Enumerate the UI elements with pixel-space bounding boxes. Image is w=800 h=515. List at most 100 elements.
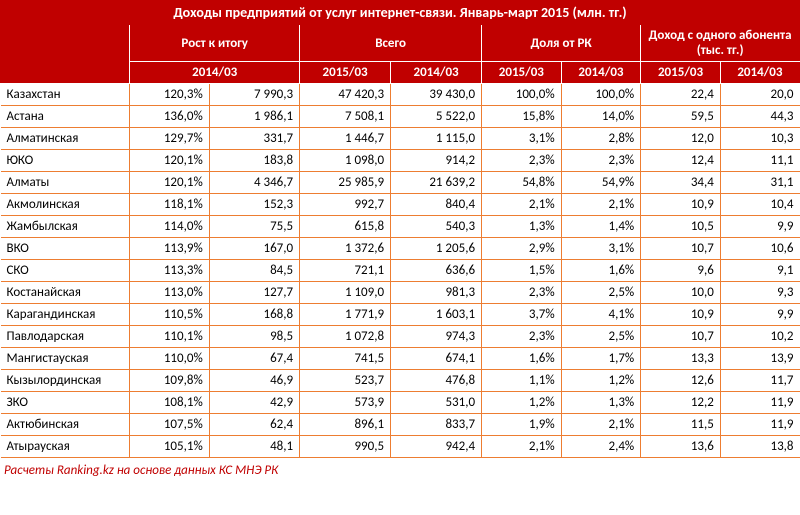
footnote: Расчеты Ranking.kz на основе данных КС М… — [0, 458, 800, 483]
cell-share-2014: 1,6% — [561, 260, 641, 282]
cell-share-2015: 3,7% — [482, 304, 562, 326]
cell-total-2015: 25 985,9 — [300, 172, 391, 194]
cell-growth-pct: 136,0% — [130, 106, 209, 128]
table-row: СКО113,3%84,5721,1636,61,5%1,6%9,69,1 — [1, 260, 800, 282]
cell-region: Алматинская — [1, 128, 130, 150]
cell-growth-pct: 110,0% — [130, 348, 209, 370]
cell-arpu-2014: 10,4 — [720, 194, 799, 216]
cell-share-2014: 2,1% — [561, 194, 641, 216]
header-total: Всего — [300, 25, 482, 62]
cell-arpu-2015: 22,4 — [641, 84, 721, 106]
cell-arpu-2015: 12,4 — [641, 150, 721, 172]
cell-arpu-2014: 11,7 — [720, 370, 799, 392]
cell-growth-pct: 113,3% — [130, 260, 209, 282]
cell-growth-pct: 113,0% — [130, 282, 209, 304]
cell-share-2015: 1,1% — [482, 370, 562, 392]
table-title: Доходы предприятий от услуг интернет-свя… — [1, 1, 800, 25]
cell-growth-val: 331,7 — [209, 128, 299, 150]
cell-total-2014: 942,4 — [391, 436, 482, 458]
header-share-2014: 2014/03 — [561, 62, 641, 84]
cell-arpu-2015: 10,9 — [641, 194, 721, 216]
cell-total-2014: 21 639,2 — [391, 172, 482, 194]
cell-region: Акмолинская — [1, 194, 130, 216]
header-total-2015: 2015/03 — [300, 62, 391, 84]
cell-arpu-2015: 12,2 — [641, 392, 721, 414]
table-row: Астана136,0%1 986,17 508,15 522,015,8%14… — [1, 106, 800, 128]
cell-total-2014: 5 522,0 — [391, 106, 482, 128]
cell-total-2014: 531,0 — [391, 392, 482, 414]
cell-region: Мангистауская — [1, 348, 130, 370]
cell-growth-val: 168,8 — [209, 304, 299, 326]
cell-growth-pct: 120,1% — [130, 172, 209, 194]
cell-share-2015: 1,6% — [482, 348, 562, 370]
cell-share-2014: 2,3% — [561, 150, 641, 172]
cell-share-2014: 2,8% — [561, 128, 641, 150]
cell-growth-val: 98,5 — [209, 326, 299, 348]
cell-total-2015: 573,9 — [300, 392, 391, 414]
cell-arpu-2014: 44,3 — [720, 106, 799, 128]
header-region-blank — [1, 25, 130, 84]
cell-growth-val: 4 346,7 — [209, 172, 299, 194]
cell-total-2015: 523,7 — [300, 370, 391, 392]
cell-arpu-2015: 13,6 — [641, 436, 721, 458]
cell-total-2015: 7 508,1 — [300, 106, 391, 128]
title-row: Доходы предприятий от услуг интернет-свя… — [1, 1, 800, 25]
cell-share-2014: 14,0% — [561, 106, 641, 128]
cell-arpu-2015: 10,7 — [641, 326, 721, 348]
cell-share-2014: 100,0% — [561, 84, 641, 106]
cell-share-2015: 2,3% — [482, 150, 562, 172]
cell-share-2014: 2,1% — [561, 414, 641, 436]
cell-growth-val: 62,4 — [209, 414, 299, 436]
header-growth-2014: 2014/03 — [130, 62, 300, 84]
cell-growth-pct: 118,1% — [130, 194, 209, 216]
cell-total-2014: 1 603,1 — [391, 304, 482, 326]
cell-arpu-2015: 34,4 — [641, 172, 721, 194]
cell-arpu-2015: 10,9 — [641, 304, 721, 326]
cell-total-2014: 833,7 — [391, 414, 482, 436]
cell-share-2015: 2,1% — [482, 194, 562, 216]
table-row: Алматинская129,7%331,71 446,71 115,03,1%… — [1, 128, 800, 150]
cell-growth-pct: 129,7% — [130, 128, 209, 150]
table-row: Карагандинская110,5%168,81 771,91 603,13… — [1, 304, 800, 326]
cell-growth-val: 127,7 — [209, 282, 299, 304]
cell-arpu-2014: 11,9 — [720, 392, 799, 414]
cell-total-2015: 992,7 — [300, 194, 391, 216]
cell-share-2015: 15,8% — [482, 106, 562, 128]
cell-region: Кызылординская — [1, 370, 130, 392]
cell-share-2015: 100,0% — [482, 84, 562, 106]
cell-share-2014: 4,1% — [561, 304, 641, 326]
cell-arpu-2014: 10,3 — [720, 128, 799, 150]
cell-arpu-2014: 20,0 — [720, 84, 799, 106]
cell-arpu-2015: 13,3 — [641, 348, 721, 370]
header-group-row: Рост к итогу Всего Доля от РК Доход с од… — [1, 25, 800, 62]
cell-total-2015: 1 109,0 — [300, 282, 391, 304]
cell-arpu-2014: 13,8 — [720, 436, 799, 458]
header-arpu-2015: 2015/03 — [641, 62, 721, 84]
cell-arpu-2014: 9,1 — [720, 260, 799, 282]
cell-growth-val: 48,1 — [209, 436, 299, 458]
cell-total-2015: 741,5 — [300, 348, 391, 370]
cell-total-2015: 1 771,9 — [300, 304, 391, 326]
cell-region: Атырауская — [1, 436, 130, 458]
cell-region: Павлодарская — [1, 326, 130, 348]
cell-arpu-2014: 9,9 — [720, 216, 799, 238]
cell-arpu-2015: 9,6 — [641, 260, 721, 282]
cell-total-2015: 615,8 — [300, 216, 391, 238]
cell-arpu-2014: 31,1 — [720, 172, 799, 194]
cell-growth-pct: 120,1% — [130, 150, 209, 172]
cell-total-2015: 1 098,0 — [300, 150, 391, 172]
cell-total-2015: 990,5 — [300, 436, 391, 458]
cell-total-2014: 914,2 — [391, 150, 482, 172]
cell-arpu-2014: 9,9 — [720, 304, 799, 326]
table-row: Актюбинская107,5%62,4896,1833,71,9%2,1%1… — [1, 414, 800, 436]
cell-share-2015: 1,3% — [482, 216, 562, 238]
cell-region: ЮКО — [1, 150, 130, 172]
cell-total-2014: 840,4 — [391, 194, 482, 216]
cell-arpu-2014: 11,1 — [720, 150, 799, 172]
cell-share-2015: 1,5% — [482, 260, 562, 282]
cell-total-2014: 1 205,6 — [391, 238, 482, 260]
table-row: Павлодарская110,1%98,51 072,8974,32,3%2,… — [1, 326, 800, 348]
cell-growth-pct: 113,9% — [130, 238, 209, 260]
cell-share-2014: 1,4% — [561, 216, 641, 238]
table-container: Доходы предприятий от услуг интернет-свя… — [0, 0, 800, 483]
